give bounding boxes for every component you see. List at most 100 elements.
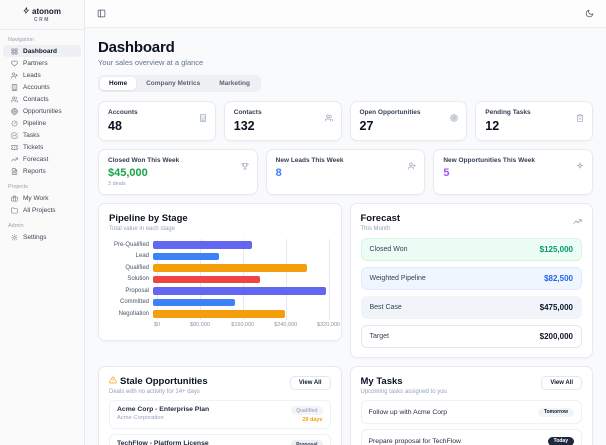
chart-bar-row-lead: Lead bbox=[109, 251, 331, 263]
kpi-label: Pending Tasks bbox=[485, 109, 531, 116]
chart-category-label: Qualified bbox=[125, 264, 149, 271]
sidebar-item-tasks[interactable]: Tasks bbox=[3, 129, 81, 141]
leads-icon bbox=[11, 72, 18, 78]
tasks-panel-subtitle: Upcoming tasks assigned to you bbox=[360, 389, 447, 395]
sidebar-item-dashboard[interactable]: Dashboard bbox=[3, 45, 81, 57]
sidebar-toggle-button[interactable] bbox=[97, 5, 106, 23]
chart-bar-row-negotiation: Negotiation bbox=[109, 308, 331, 320]
forecast-row-closed-won: Closed Won $125,000 bbox=[360, 238, 582, 261]
forecast-panel-subtitle: This Month bbox=[360, 226, 391, 232]
forecast-row-label: Best Case bbox=[369, 304, 402, 311]
alert-triangle-icon bbox=[109, 376, 117, 384]
tasks-view-all-button[interactable]: View All bbox=[541, 376, 582, 390]
logo-mark-icon bbox=[23, 6, 30, 16]
chart-x-tick: $80,000 bbox=[189, 321, 210, 328]
logo-subtext: CRM bbox=[34, 16, 50, 23]
kpi-label: Contacts bbox=[233, 109, 262, 116]
sidebar-item-all-projects[interactable]: All Projects bbox=[3, 204, 81, 216]
trending-up-icon bbox=[573, 219, 582, 224]
settings-icon bbox=[11, 233, 18, 241]
tasks-panel-title: My Tasks bbox=[360, 376, 403, 387]
chart-bar-row-qualified: Qualified bbox=[109, 262, 331, 274]
chart-bar bbox=[153, 310, 285, 318]
sidebar-item-reports[interactable]: Reports bbox=[3, 165, 81, 177]
chart-bar bbox=[153, 241, 252, 249]
nav-section-label: Navigation bbox=[8, 37, 34, 43]
middle-row: Pipeline by Stage Total value in each st… bbox=[98, 203, 593, 358]
days-stale-label: 29 days bbox=[302, 417, 323, 423]
pipeline-panel-subtitle: Total value in each stage bbox=[109, 226, 176, 232]
highlight-label: New Opportunities This Week bbox=[443, 157, 535, 164]
sidebar-item-accounts[interactable]: Accounts bbox=[3, 81, 81, 93]
tab-marketing[interactable]: Marketing bbox=[219, 80, 250, 87]
nav-section-label: Admin bbox=[8, 223, 24, 229]
task-list: Follow up with Acme Corp Tomorrow Prepare … bbox=[360, 400, 582, 445]
stale-view-all-button[interactable]: View All bbox=[289, 376, 331, 390]
chart-x-tick: $240,000 bbox=[274, 321, 298, 328]
page-title: Dashboard bbox=[98, 39, 175, 56]
chart-bar-row-proposal: Proposal bbox=[109, 285, 331, 297]
stale-opportunity-row[interactable]: TechFlow - Platform LicenseTechFlow Solu… bbox=[109, 434, 331, 445]
sidebar-item-settings[interactable]: Settings bbox=[3, 231, 81, 243]
sidebar-item-pipeline[interactable]: Pipeline bbox=[3, 117, 81, 129]
opportunity-company: Acme Corporation bbox=[117, 415, 164, 421]
reports-icon bbox=[11, 167, 18, 175]
sidebar-item-partners[interactable]: Partners bbox=[3, 57, 81, 69]
stale-opportunities-list: Acme Corp - Enterprise Plan Acme Corporat… bbox=[109, 400, 331, 445]
kpi-card-contacts: Contacts 132 bbox=[223, 101, 342, 141]
tab-home[interactable]: Home bbox=[100, 77, 137, 90]
theme-toggle-button[interactable] bbox=[585, 5, 594, 23]
pipeline-panel: Pipeline by Stage Total value in each st… bbox=[98, 203, 342, 341]
highlight-subtext: 3 deals bbox=[108, 181, 126, 187]
sidebar-item-label: Partners bbox=[23, 59, 48, 67]
kpi-value: 132 bbox=[233, 119, 255, 133]
task-row[interactable]: Prepare proposal for TechFlow Today bbox=[360, 429, 582, 445]
chart-bar bbox=[153, 298, 236, 306]
highlight-grid: Closed Won This Week $45,000 3 deals New Le… bbox=[98, 149, 593, 195]
bottom-row: Stale Opportunities Deals with no activi… bbox=[98, 366, 593, 445]
accounts-icon bbox=[11, 83, 18, 91]
highlight-label: Closed Won This Week bbox=[108, 157, 180, 164]
chart-x-tick: $320,000 bbox=[317, 321, 340, 328]
forecast-row-value: $200,000 bbox=[539, 332, 573, 341]
app-logo[interactable]: atonom CRM bbox=[0, 0, 84, 30]
tab-company-metrics[interactable]: Company Metrics bbox=[146, 80, 201, 87]
chart-bar bbox=[153, 287, 326, 295]
moon-icon bbox=[585, 9, 594, 17]
kpi-value: 27 bbox=[359, 119, 374, 133]
task-row[interactable]: Follow up with Acme Corp Tomorrow bbox=[360, 400, 582, 424]
kpi-grid: Accounts 48 Contacts 132 Open Opportunities 2… bbox=[98, 101, 593, 141]
opportunity-name: Acme Corp - Enterprise Plan bbox=[117, 406, 210, 413]
forecast-rows: Closed Won $125,000 Weighted Pipeline $82,5… bbox=[360, 238, 582, 348]
sidebar-item-label: Contacts bbox=[23, 95, 49, 103]
sidebar-item-opportunities[interactable]: Opportunities bbox=[3, 105, 81, 117]
contacts-icon bbox=[11, 96, 18, 102]
kpi-label: Open Opportunities bbox=[359, 109, 421, 116]
sidebar-item-label: Tickets bbox=[23, 143, 44, 151]
sidebar-item-forecast[interactable]: Forecast bbox=[3, 153, 81, 165]
sidebar-item-tickets[interactable]: Tickets bbox=[3, 141, 81, 153]
tasks-icon bbox=[11, 132, 18, 138]
sidebar-item-label: Opportunities bbox=[23, 107, 62, 115]
pipeline-bar-chart: Pre-Qualified Lead Qualified Solution Propos… bbox=[109, 239, 340, 331]
clipboard-check-icon bbox=[577, 114, 583, 122]
stale-opportunity-row[interactable]: Acme Corp - Enterprise Plan Acme Corporat… bbox=[109, 400, 331, 429]
sidebar-item-leads[interactable]: Leads bbox=[3, 69, 81, 81]
sidebar: atonom CRM Navigation Dashboard Partners Le… bbox=[0, 0, 85, 445]
alert-triangle-icon bbox=[109, 376, 117, 387]
stale-panel-subtitle: Deals with no activity for 14+ days bbox=[109, 389, 200, 395]
sidebar-item-label: Dashboard bbox=[23, 47, 57, 55]
opportunities-icon bbox=[450, 114, 458, 122]
trophy-icon bbox=[241, 163, 249, 170]
chart-bar-row-solution: Solution bbox=[109, 274, 331, 286]
dashboard-content: Dashboard Your sales overview at a glanc… bbox=[85, 28, 606, 445]
sidebar-item-contacts[interactable]: Contacts bbox=[3, 93, 81, 105]
pipeline-icon bbox=[11, 120, 18, 126]
sidebar-item-label: Accounts bbox=[23, 83, 50, 91]
forecast-row-value: $82,500 bbox=[544, 274, 573, 283]
my-tasks-panel: My Tasks Upcoming tasks assigned to you … bbox=[349, 366, 593, 445]
sidebar-item-my-work[interactable]: My Work bbox=[3, 192, 81, 204]
highlight-value: $45,000 bbox=[108, 167, 148, 179]
chart-category-label: Proposal bbox=[125, 287, 149, 294]
accounts-icon bbox=[199, 114, 206, 122]
